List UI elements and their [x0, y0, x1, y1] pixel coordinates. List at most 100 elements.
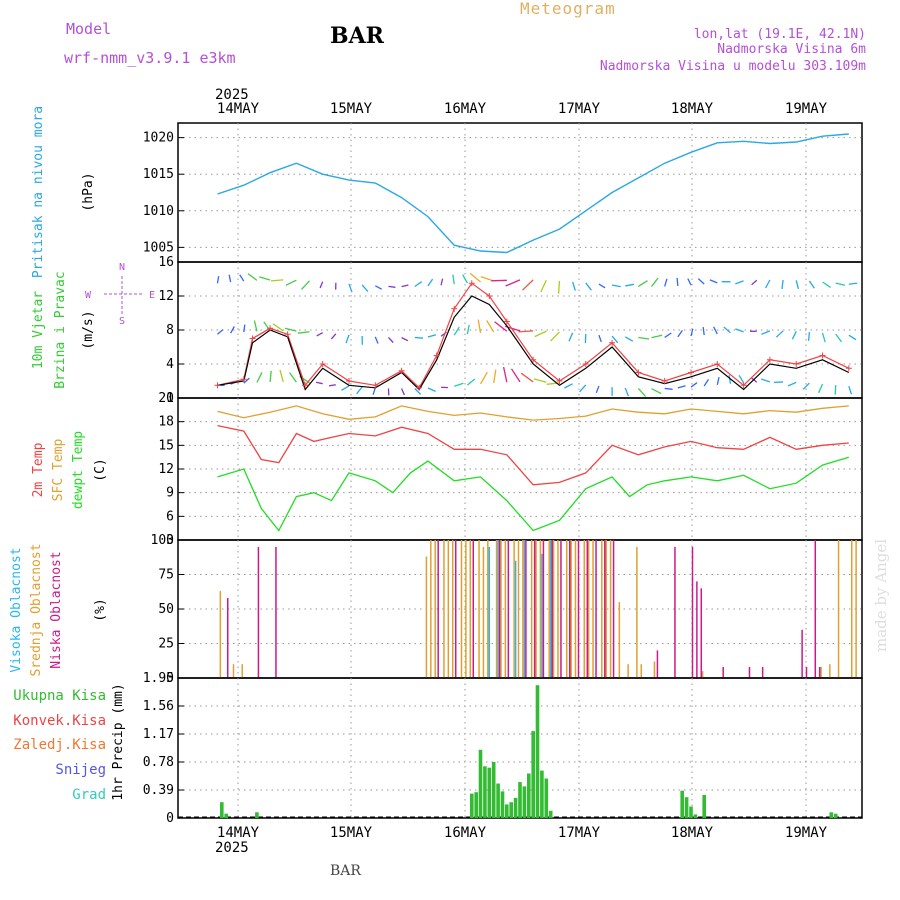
wind-arrow-0-87: [595, 385, 600, 394]
wind-arrow-2-90: [611, 284, 621, 288]
wind-arrow-2-54: [452, 274, 455, 285]
model-label: Model: [66, 20, 111, 38]
wind-arrow-0-81: [564, 383, 573, 389]
gust-marker-24: [740, 382, 747, 389]
cloud-axis-title-2: Srednja Oblacnost: [29, 543, 44, 676]
precip-bar-27: [829, 812, 834, 818]
precip-bar-19: [540, 770, 544, 818]
compass-s: S: [119, 316, 125, 327]
top-date-16may: 16MAY: [444, 101, 487, 117]
wind-arrow-2-6: [239, 274, 245, 282]
gust-marker-12: [451, 305, 458, 312]
wind-arrow-1-141: [835, 333, 843, 343]
precip-unit: 1hr Precip (mm): [111, 683, 126, 800]
wind-arrow-0-60: [479, 371, 488, 385]
wind-arrow-2-48: [427, 278, 434, 287]
wind-arrow-0-42: [401, 388, 405, 396]
wind-arrow-0-135: [802, 382, 810, 390]
wind-arrow-1-0: [217, 329, 224, 335]
model-elevation-label: Nadmorska Visina u modelu 303.109m: [600, 59, 866, 74]
wind-arrow-0-138: [818, 383, 824, 394]
wind-arrow-2-21: [301, 280, 311, 290]
wind-arrow-0-96: [637, 388, 647, 397]
wind-arrow-1-126: [761, 330, 771, 335]
cloud-axis-title-1: Visoka Oblacnost: [9, 547, 24, 672]
wind-arrow-1-117: [723, 326, 731, 334]
gust-marker-13: [468, 280, 475, 287]
bottom-date-19may: 19MAY: [785, 825, 828, 841]
bottom-date-14may: 14MAY: [217, 825, 260, 841]
bottom-date-17may: 17MAY: [558, 825, 601, 841]
t2m-line: [217, 424, 849, 486]
wind-arrow-1-129: [775, 330, 784, 338]
gust-marker-16: [530, 356, 537, 363]
precip-bar-12: [509, 802, 513, 818]
wind-arrow-0-6: [243, 377, 250, 384]
wind-arrow-0-45: [414, 388, 422, 395]
ytick-label-1-2: 8: [166, 323, 174, 338]
wind-arrow-1-87: [598, 334, 602, 343]
pressure-unit: (hPa): [81, 172, 96, 211]
wind-arrow-1-105: [677, 330, 683, 338]
wind-arrow-2-60: [469, 272, 481, 283]
wind-arrow-1-108: [690, 328, 694, 337]
gust-marker-2: [249, 335, 256, 342]
wind-arrow-2-102: [664, 278, 668, 287]
gust-marker-25: [766, 356, 773, 363]
wind-arrow-1-30: [345, 334, 350, 344]
wind-arrow-1-114: [713, 326, 718, 335]
wind-arrow-2-120: [735, 280, 744, 285]
wind-arrow-0-93: [624, 387, 630, 397]
gust-marker-5: [302, 382, 309, 389]
wind-arrow-0-126: [760, 378, 771, 383]
wind-arrow-2-57: [462, 274, 468, 284]
wind-arrow-1-96: [638, 336, 650, 340]
gust-marker-26: [793, 361, 800, 367]
wind-arrow-1-66: [494, 321, 508, 332]
wind-arrow-2-15: [270, 279, 284, 282]
ytick-label-2-4: 15: [158, 438, 174, 453]
wind-arrow-1-24: [316, 332, 323, 337]
wind-arrow-0-105: [677, 385, 686, 389]
precip-legend-2: Zaledj.Kisa: [13, 737, 106, 753]
precip-bar-20: [544, 778, 549, 818]
ytick-label-4-4: 1.56: [143, 699, 174, 714]
wind-arrow-2-138: [822, 281, 831, 288]
compass-n: N: [119, 262, 125, 273]
elevation-label: Nadmorska Visina 6m: [717, 42, 866, 57]
wind-arrow-2-87: [598, 283, 606, 289]
wind-arrow-2-141: [835, 282, 846, 286]
ytick-label-1-4: 16: [158, 255, 174, 270]
temp-unit: (C): [93, 458, 108, 481]
ytick-label-4-5: 1.95: [143, 671, 174, 686]
wind-arrow-2-51: [440, 278, 444, 286]
wind-arrow-1-93: [624, 336, 634, 342]
compass-w: W: [85, 290, 92, 301]
precip-bar-26: [702, 795, 706, 818]
top-date-15may: 15MAY: [330, 101, 373, 117]
ytick-label-2-0: 3: [166, 533, 174, 548]
bottom-date-16may: 16MAY: [444, 825, 487, 841]
wind-arrow-1-99: [651, 334, 663, 339]
precip-bar-14: [518, 782, 522, 818]
credit-watermark: made by Angel: [872, 539, 890, 652]
gust-marker-22: [688, 369, 694, 376]
wind-arrow-1-36: [374, 336, 379, 344]
wind-arrow-1-102: [664, 332, 672, 338]
precip-bar-3: [470, 793, 474, 818]
precip-bar-15: [522, 786, 527, 818]
wind-axis-title-1: 10m Vjetar: [31, 291, 46, 369]
wind-arrow-0-63: [493, 369, 497, 384]
wind-arrow-0-57: [466, 378, 476, 386]
gust-marker-0: [214, 382, 221, 389]
temp-axis-title-3: dewpt Temp: [71, 431, 86, 509]
ytick-label-4-1: 0.39: [143, 783, 174, 798]
precip-bar-10: [500, 791, 505, 818]
ytick-label-0-0: 1005: [143, 240, 174, 255]
wind-axis-title-2: Brzina i Pravac: [53, 271, 68, 388]
wind-arrow-2-105: [676, 277, 679, 286]
wind-arrow-2-99: [651, 277, 659, 288]
wind-speed-line: [217, 295, 850, 391]
wind-arrow-2-108: [687, 278, 692, 286]
